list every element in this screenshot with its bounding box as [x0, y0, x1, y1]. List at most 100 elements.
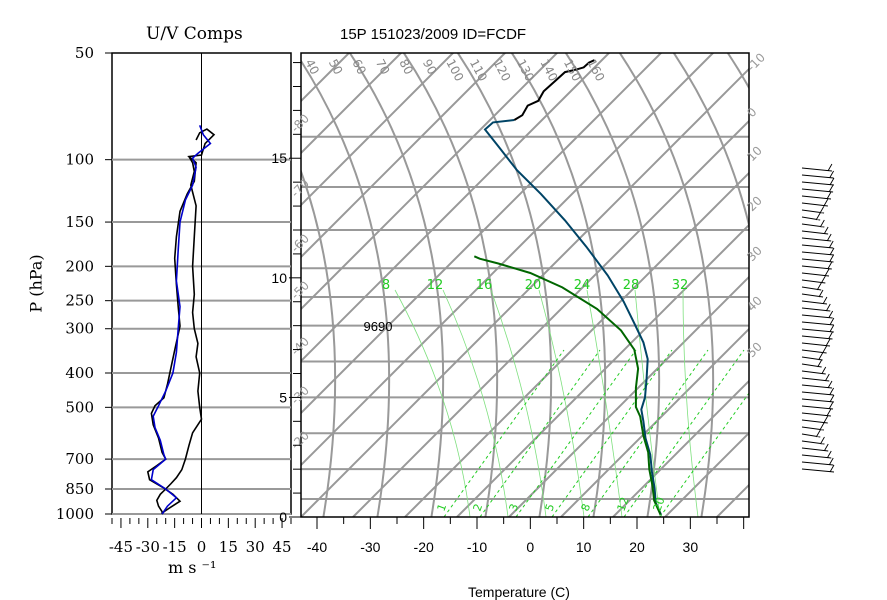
skewt-mixing-ratio-line	[623, 349, 745, 517]
skewt-y-tick-label: 10	[271, 270, 287, 286]
skewt-isotherm	[301, 53, 403, 155]
skewt-isotherm-label: 10	[744, 143, 765, 164]
skewt-moist-adiabat-label: 32	[672, 278, 689, 293]
skewt-plot-area	[0, 0, 887, 547]
uv-x-tick-label: -30	[136, 538, 160, 556]
skewt-dry-adiabat-label: 150	[561, 57, 584, 84]
skewt-y-tick-label: 15	[271, 150, 287, 166]
skewt-isotherm-label: -50	[288, 278, 312, 302]
skewt-isotherm-label: -80	[288, 111, 312, 135]
skewt-mixing-ratio-line	[659, 392, 749, 517]
skewt-moist-adiabat	[538, 289, 585, 517]
skewt-profile-line	[473, 255, 662, 516]
uv-x-tick-label: 15	[219, 538, 238, 556]
uv-panel-title: U/V Comps	[146, 24, 243, 44]
uv-y-tick-label: 200	[65, 257, 94, 275]
skewt-mixing-ratio-label: 1	[435, 502, 450, 513]
skewt-x-tick-label: -30	[360, 539, 380, 555]
skewt-isotherm	[873, 0, 887, 517]
skewt-isotherm	[456, 223, 749, 517]
skewt-isotherm	[612, 379, 749, 517]
skewt-dry-adiabat	[301, 59, 391, 517]
skewt-isotherm-label: 0	[744, 105, 759, 120]
uv-x-tick-label: 0	[197, 538, 207, 556]
temperature-axis-label: Temperature (C)	[468, 584, 570, 600]
skewt-dry-adiabat	[456, 53, 553, 517]
skewt-moist-adiabat	[634, 289, 661, 517]
skewt-moist-adiabat	[442, 289, 509, 517]
skewt-isotherm	[301, 53, 663, 415]
skewt-isotherm-label: 20	[744, 193, 765, 214]
skewt-isotherm	[664, 431, 749, 517]
skewt-x-tick-label: 30	[683, 539, 699, 555]
uv-y-tick-label: 150	[65, 213, 94, 231]
skewt-dry-adiabat	[120, 33, 227, 547]
skewt-isotherm	[301, 53, 507, 259]
skewt-isotherm	[0, 0, 301, 517]
skewt-isotherm	[0, 0, 197, 517]
wind-barbs	[801, 163, 835, 473]
skewt-moist-adiabat	[682, 289, 699, 517]
skewt-moist-adiabat	[394, 289, 471, 517]
skewt-dry-adiabat-label: 90	[420, 57, 440, 77]
skewt-isotherm-label: 30	[744, 243, 765, 264]
skewt-dry-adiabat-label: 40	[302, 57, 322, 77]
skewt-mixing-ratio-label: 2	[471, 502, 486, 513]
skewt-dry-adiabat-label: 60	[349, 57, 369, 77]
skewt-isotherm	[352, 119, 749, 517]
skewt-x-tick-label: -20	[414, 539, 434, 555]
skewt-x-tick-label: 10	[576, 539, 592, 555]
skewt-moist-adiabat-label: 20	[525, 278, 542, 293]
skewt-dry-adiabat	[672, 53, 749, 230]
skewt-y-tick-label: 0	[279, 509, 287, 525]
skewt-isotherm	[821, 0, 887, 517]
skewt-isotherm-label: -20	[288, 428, 312, 452]
skewt-mixing-ratio-line	[479, 349, 601, 517]
skewt-mixing-ratio-label: 12	[615, 495, 632, 513]
skewt-mixing-ratio-line	[551, 349, 673, 517]
uv-y-tick-label: 250	[65, 292, 94, 310]
skewt-dry-adiabat	[510, 53, 607, 517]
skewt-isotherm-label: -60	[288, 231, 312, 255]
skewt-dry-adiabat-label: 160	[584, 57, 607, 84]
uv-y-tick-label: 1000	[56, 505, 94, 523]
skewt-title: 15P 151023/2009 ID=FCDF	[340, 26, 527, 43]
skewt-isotherm	[0, 0, 249, 517]
skewt-mixing-ratio-label: 5	[543, 502, 558, 513]
skewt-dry-adiabat-label: 110	[467, 57, 490, 84]
uv-x-axis-label: m s ⁻¹	[168, 558, 217, 577]
uv-x-tick-label: 30	[246, 538, 265, 556]
skewt-dry-adiabat	[564, 53, 661, 517]
skewt-x-tick-label: -10	[467, 539, 487, 555]
skewt-isotherm-label: 50	[744, 339, 765, 360]
skewt-mixing-ratio-label: 8	[579, 502, 594, 513]
skewt-dry-adiabat-label: 70	[373, 57, 393, 77]
skewt-profile-line	[513, 59, 595, 121]
skewt-dry-adiabat-label: 80	[396, 57, 416, 77]
uv-y-tick-label: 100	[65, 151, 94, 169]
skewt-moist-adiabat-label: 8	[382, 278, 390, 293]
skewt-moist-adiabat-label: 24	[574, 278, 591, 293]
skewt-mixing-ratio-line	[515, 349, 637, 517]
uv-profile-line	[146, 128, 216, 515]
skewt-dry-adiabat	[174, 33, 281, 547]
uv-x-tick-label: -15	[163, 538, 187, 556]
skewt-mixing-ratio-line	[443, 349, 565, 517]
skewt-y-tick-label: 5	[279, 389, 287, 405]
skewt-dry-adiabat	[301, 168, 337, 517]
skewt-x-tick-label: 20	[629, 539, 645, 555]
skewt-dry-adiabat-label: 130	[514, 57, 537, 84]
uv-y-tick-label: 700	[65, 450, 94, 468]
uv-y-tick-label: 50	[75, 44, 94, 62]
uv-y-tick-label: 500	[65, 398, 94, 416]
skewt-isotherm	[301, 53, 715, 467]
skewt-moist-adiabat-label: 16	[476, 278, 493, 293]
skewt-dry-adiabat-label: 50	[326, 57, 346, 77]
skewt-moist-adiabat-label: 28	[623, 278, 640, 293]
skewt-dry-adiabat	[618, 53, 715, 517]
skewt-annotation: 9690	[364, 319, 393, 334]
skewt-isotherm	[301, 53, 559, 311]
skewt-x-tick-label: 0	[526, 539, 534, 555]
